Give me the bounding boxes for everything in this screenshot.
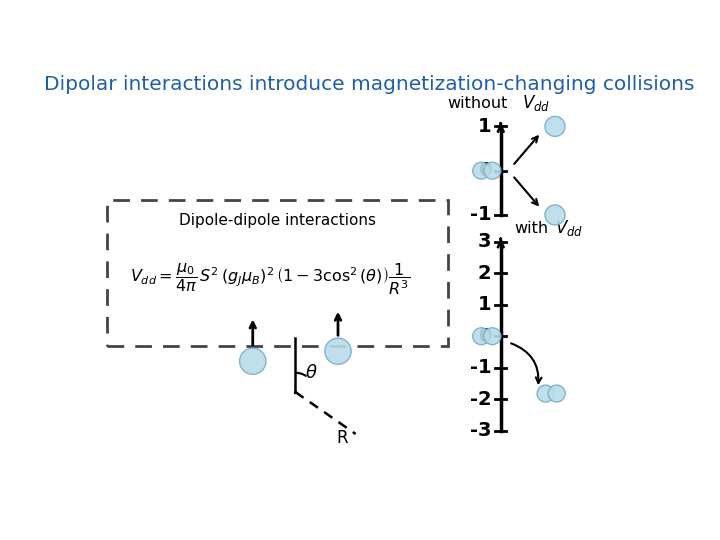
Circle shape xyxy=(548,385,565,402)
Circle shape xyxy=(325,338,351,365)
Text: $V_{dd}$: $V_{dd}$ xyxy=(523,93,551,113)
Text: 0: 0 xyxy=(478,161,492,180)
Text: R: R xyxy=(336,429,348,447)
Text: with: with xyxy=(515,220,549,235)
Text: Dipole-dipole interactions: Dipole-dipole interactions xyxy=(179,213,376,228)
Text: without: without xyxy=(447,96,508,111)
Circle shape xyxy=(473,162,490,179)
Text: -1: -1 xyxy=(470,358,492,377)
Circle shape xyxy=(545,117,565,137)
Text: -3: -3 xyxy=(470,421,492,440)
Text: $\theta$: $\theta$ xyxy=(305,364,318,382)
Bar xyxy=(107,200,448,346)
Text: Dipolar interactions introduce magnetization-changing collisions: Dipolar interactions introduce magnetiza… xyxy=(44,75,694,94)
Circle shape xyxy=(473,328,490,345)
Text: -2: -2 xyxy=(470,389,492,409)
Circle shape xyxy=(484,162,501,179)
Circle shape xyxy=(545,205,565,225)
Text: 2: 2 xyxy=(478,264,492,283)
Circle shape xyxy=(537,385,554,402)
Text: 1: 1 xyxy=(478,117,492,136)
Text: 3: 3 xyxy=(478,232,492,252)
Circle shape xyxy=(240,348,266,374)
Text: $V_{dd} = \dfrac{\mu_0}{4\pi}\,S^2\,(g_J\mu_B)^2\,\left(1-3\cos^2(\theta)\right): $V_{dd} = \dfrac{\mu_0}{4\pi}\,S^2\,(g_J… xyxy=(130,261,410,296)
Text: $V_{dd}$: $V_{dd}$ xyxy=(555,218,583,238)
Text: 0: 0 xyxy=(478,327,492,346)
Text: 1: 1 xyxy=(478,295,492,314)
Circle shape xyxy=(484,328,501,345)
Text: -1: -1 xyxy=(470,205,492,225)
